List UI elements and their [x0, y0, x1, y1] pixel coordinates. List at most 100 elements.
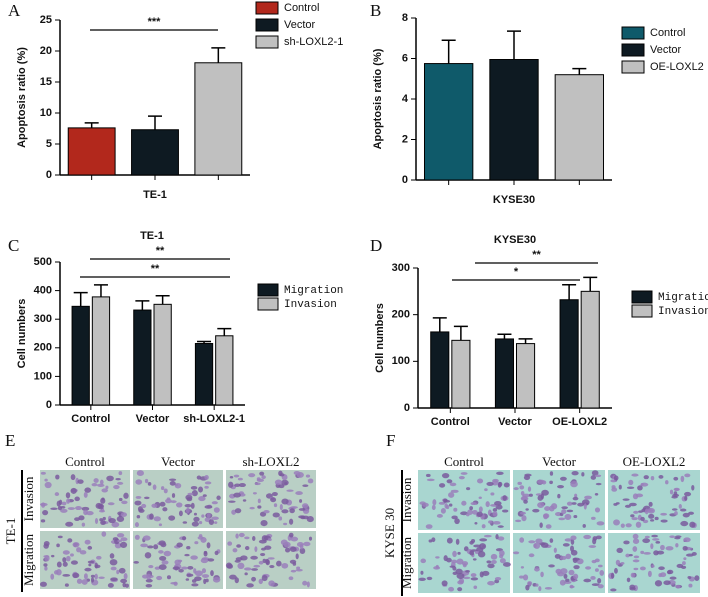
stained-cell	[451, 559, 458, 564]
stained-cell	[675, 535, 682, 538]
stained-cell	[281, 509, 289, 514]
stained-cell	[70, 474, 76, 481]
y-tick-label: 200	[34, 342, 52, 354]
stained-cell	[94, 573, 98, 580]
x-axis-label: KYSE30	[493, 194, 535, 206]
stained-cell	[252, 536, 256, 542]
stained-cell	[460, 472, 468, 475]
stained-cell	[448, 586, 455, 592]
stained-cell	[478, 506, 483, 513]
legend-swatch	[631, 290, 653, 304]
stained-cell	[574, 493, 578, 498]
stained-cell	[521, 495, 528, 501]
stained-cell	[134, 522, 139, 528]
stained-cell	[156, 575, 163, 581]
stained-cell	[288, 532, 294, 538]
stained-cell	[651, 564, 655, 568]
stained-cell	[119, 541, 128, 548]
stained-cell	[610, 572, 615, 579]
stained-cell	[558, 517, 566, 521]
stained-cell	[534, 567, 540, 572]
stained-cell	[594, 492, 599, 496]
stained-cell	[261, 535, 268, 542]
cell-line-label: KYSE 30	[382, 508, 397, 558]
y-axis-label: Apoptosis ratio (%)	[16, 47, 28, 148]
micrograph	[513, 533, 605, 593]
y-tick-label: 6	[402, 52, 408, 64]
legend-label: Control	[650, 27, 685, 39]
stained-cell	[669, 535, 676, 539]
stained-cell	[94, 562, 98, 569]
stained-cell	[163, 550, 172, 557]
stained-cell	[190, 502, 195, 509]
stained-cell	[191, 583, 199, 587]
stained-cell	[93, 478, 99, 483]
y-tick-label: 500	[34, 256, 52, 268]
stained-cell	[75, 506, 82, 511]
x-tick-label: sh-LOXL2-1	[183, 413, 245, 425]
bar	[133, 309, 152, 406]
stained-cell	[573, 573, 579, 580]
stained-cell	[273, 503, 278, 508]
stained-cell	[443, 555, 448, 562]
stained-cell	[433, 566, 441, 570]
stained-cell	[67, 538, 73, 543]
stained-cell	[538, 586, 542, 592]
stained-cell	[254, 546, 258, 552]
stained-cell	[425, 473, 431, 478]
legend-swatch	[621, 60, 645, 74]
stained-cell	[214, 521, 218, 525]
stained-cell	[656, 550, 665, 555]
stained-cell	[290, 506, 298, 509]
stained-cell	[581, 472, 585, 477]
stained-cell	[590, 475, 597, 480]
y-tick-label: 10	[40, 107, 52, 119]
stained-cell	[583, 534, 592, 540]
stained-cell	[472, 509, 478, 515]
stained-cell	[655, 541, 661, 544]
micrograph	[226, 470, 316, 528]
stained-cell	[79, 550, 87, 555]
bar	[559, 299, 579, 409]
legend-swatch	[255, 1, 279, 15]
stained-cell	[660, 544, 665, 551]
stained-cell	[561, 509, 567, 515]
stained-cell	[200, 558, 209, 564]
stained-cell	[597, 578, 602, 584]
stained-cell	[477, 551, 486, 558]
stained-cell	[267, 557, 275, 560]
stained-cell	[62, 550, 70, 555]
stained-cell	[492, 508, 498, 512]
stained-cell	[560, 476, 567, 481]
stained-cell	[469, 540, 474, 545]
x-tick-label: Control	[431, 416, 470, 428]
stained-cell	[144, 552, 152, 559]
stained-cell	[211, 501, 218, 505]
stained-cell	[64, 583, 69, 587]
stained-cell	[98, 576, 105, 579]
stained-cell	[479, 571, 484, 578]
stained-cell	[182, 536, 187, 541]
stained-cell	[597, 564, 603, 568]
stained-cell	[483, 534, 492, 538]
stained-cell	[145, 584, 153, 588]
stained-cell	[110, 577, 118, 582]
stained-cell	[654, 580, 663, 587]
stained-cell	[590, 575, 596, 580]
stained-cell	[144, 478, 149, 484]
stained-cell	[571, 471, 579, 476]
stained-cell	[281, 498, 289, 505]
stained-cell	[178, 569, 184, 573]
micrograph	[39, 470, 130, 528]
stained-cell	[182, 521, 188, 524]
stained-cell	[596, 521, 605, 526]
stained-cell	[680, 508, 687, 512]
stained-cell	[153, 516, 161, 522]
stained-cell	[84, 487, 92, 493]
stained-cell	[638, 510, 644, 513]
stained-cell	[57, 535, 63, 539]
chart-title: TE-1	[140, 230, 164, 242]
stained-cell	[56, 569, 62, 576]
stained-cell	[66, 555, 71, 562]
